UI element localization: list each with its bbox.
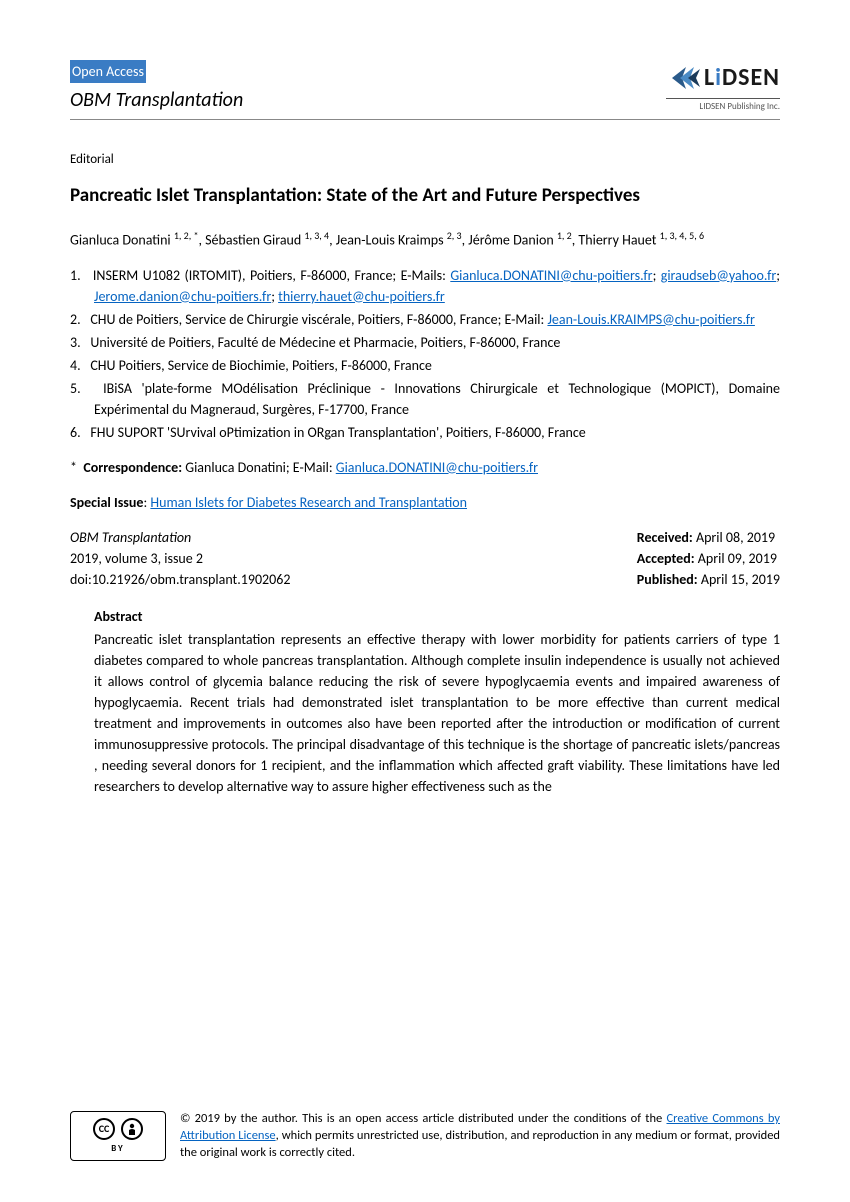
correspondence: * Correspondence: Gianluca Donatini; E-M… <box>70 457 780 478</box>
correspondence-email-link[interactable]: Gianluca.DONATINI@chu-poitiers.fr <box>336 459 538 476</box>
affiliation-email-link[interactable]: giraudseb@yahoo.fr <box>661 267 777 284</box>
affiliation-item: 1. INSERM U1082 (IRTOMIT), Poitiers, F-8… <box>70 265 780 307</box>
meta-volume: 2019, volume 3, issue 2 <box>70 548 290 569</box>
header-divider <box>70 119 780 120</box>
meta-left: OBM Transplantation 2019, volume 3, issu… <box>70 527 290 590</box>
open-access-badge: Open Access <box>70 60 146 83</box>
publisher-logo: LiDSEN LIDSEN Publishing Inc. <box>666 60 780 114</box>
correspondence-text: Gianluca Donatini; E-Mail: <box>182 459 336 476</box>
received-date: April 08, 2019 <box>693 529 775 546</box>
cc-by-badge: CC BY <box>70 1111 166 1161</box>
meta-journal: OBM Transplantation <box>70 527 290 548</box>
special-issue-link[interactable]: Human Islets for Diabetes Research and T… <box>150 494 467 511</box>
meta-doi: doi:10.21926/obm.transplant.1902062 <box>70 569 290 590</box>
affiliation-item: 5. IBiSA 'plate-forme MOdélisation Précl… <box>70 378 780 420</box>
published-date: April 15, 2019 <box>698 571 780 588</box>
cc-icon: CC <box>93 1118 115 1140</box>
header-left: Open Access OBM Transplantation <box>70 60 666 115</box>
published-label: Published: <box>637 571 698 588</box>
affiliation-email-link[interactable]: Gianluca.DONATINI@chu-poitiers.fr <box>450 267 652 284</box>
by-label: BY <box>111 1142 124 1156</box>
affiliation-list: 1. INSERM U1082 (IRTOMIT), Poitiers, F-8… <box>70 265 780 443</box>
author-list: Gianluca Donatini 1, 2, *, Sébastien Gir… <box>70 228 780 251</box>
journal-name: OBM Transplantation <box>70 85 666 115</box>
abstract-heading: Abstract <box>94 606 780 627</box>
accepted-label: Accepted: <box>637 550 695 567</box>
received-label: Received: <box>637 529 693 546</box>
meta-right: Received: April 08, 2019 Accepted: April… <box>637 527 780 590</box>
article-title: Pancreatic Islet Transplantation: State … <box>70 182 780 211</box>
by-person-icon <box>121 1118 143 1140</box>
license-footer: CC BY © 2019 by the author. This is an o… <box>70 1111 780 1162</box>
affiliation-item: 6. FHU SUPORT 'SUrvival oPtimization in … <box>70 422 780 443</box>
abstract: Abstract Pancreatic islet transplantatio… <box>70 606 780 797</box>
affiliation-email-link[interactable]: Jerome.danion@chu-poitiers.fr <box>94 288 271 305</box>
license-text: © 2019 by the author. This is an open ac… <box>180 1111 780 1162</box>
affiliation-email-link[interactable]: thierry.hauet@chu-poitiers.fr <box>278 288 445 305</box>
accepted-date: April 09, 2019 <box>695 550 777 567</box>
logo-subtitle: LIDSEN Publishing Inc. <box>666 98 780 114</box>
affiliation-item: 3. Université de Poitiers, Faculté de Mé… <box>70 332 780 353</box>
special-issue-label: Special Issue <box>70 494 143 511</box>
license-pre: © 2019 by the author. This is an open ac… <box>180 1111 666 1126</box>
article-type: Editorial <box>70 150 780 170</box>
affiliation-item: 2. CHU de Poitiers, Service de Chirurgie… <box>70 309 780 330</box>
affiliation-email-link[interactable]: Jean-Louis.KRAIMPS@chu-poitiers.fr <box>547 311 754 328</box>
logo-text: LiDSEN <box>704 60 780 96</box>
special-issue: Special Issue: Human Islets for Diabetes… <box>70 492 780 513</box>
affiliation-item: 4. CHU Poitiers, Service de Biochimie, P… <box>70 355 780 376</box>
article-meta: OBM Transplantation 2019, volume 3, issu… <box>70 527 780 590</box>
logo-chevron-icon <box>666 65 700 91</box>
correspondence-label: Correspondence: <box>83 459 182 476</box>
page-header: Open Access OBM Transplantation LiDSEN L… <box>70 60 780 115</box>
abstract-text: Pancreatic islet transplantation represe… <box>94 629 780 797</box>
